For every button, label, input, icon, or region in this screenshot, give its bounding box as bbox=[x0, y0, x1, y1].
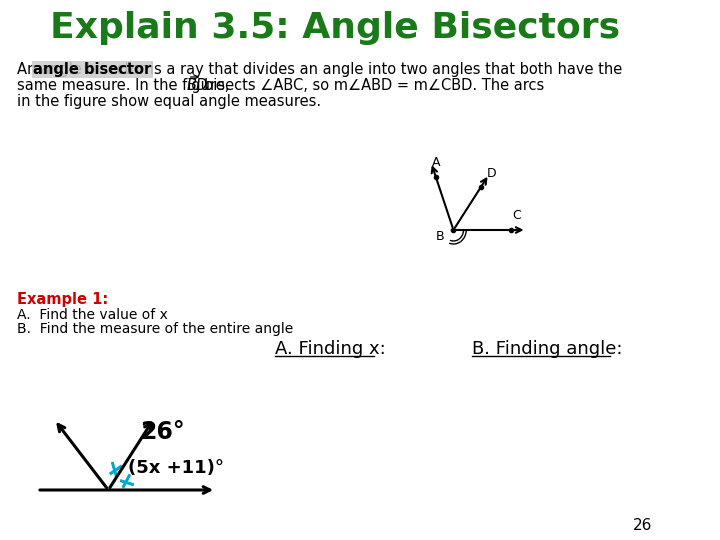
Text: (5x +11)°: (5x +11)° bbox=[128, 459, 225, 477]
Text: BD: BD bbox=[187, 78, 208, 93]
Text: B.  Find the measure of the entire angle: B. Find the measure of the entire angle bbox=[17, 322, 293, 336]
Text: bisects ∠ABC, so m∠ABD = m∠CBD. The arcs: bisects ∠ABC, so m∠ABD = m∠CBD. The arcs bbox=[204, 78, 544, 93]
Text: Example 1:: Example 1: bbox=[17, 292, 108, 307]
Text: B: B bbox=[436, 230, 444, 243]
Text: C: C bbox=[512, 209, 521, 222]
Text: 26°: 26° bbox=[140, 420, 185, 444]
Text: Explain 3.5: Angle Bisectors: Explain 3.5: Angle Bisectors bbox=[50, 11, 620, 45]
Text: same measure. In the figure,: same measure. In the figure, bbox=[17, 78, 230, 93]
Text: A.  Find the value of x: A. Find the value of x bbox=[17, 308, 168, 322]
Text: angle bisector: angle bisector bbox=[33, 62, 152, 77]
Text: in the figure show equal angle measures.: in the figure show equal angle measures. bbox=[17, 94, 321, 109]
Text: A. Finding x:: A. Finding x: bbox=[276, 340, 386, 358]
Text: B. Finding angle:: B. Finding angle: bbox=[472, 340, 622, 358]
Text: D: D bbox=[487, 167, 497, 180]
Text: An angle bisector is a ray that divides an angle into two angles that both have : An angle bisector is a ray that divides … bbox=[17, 62, 622, 77]
Text: 26: 26 bbox=[633, 518, 652, 533]
Text: A: A bbox=[432, 156, 441, 168]
